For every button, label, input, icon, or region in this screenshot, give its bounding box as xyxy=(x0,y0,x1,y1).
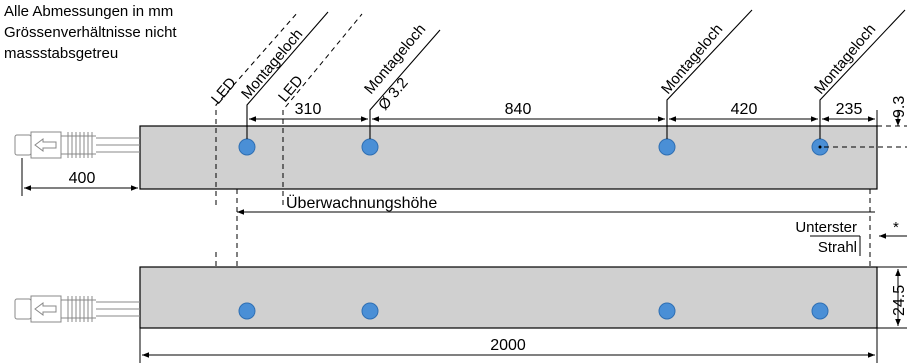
top-mounting-hole-2 xyxy=(361,138,379,156)
note-dimensions-unit: Alle Abmessungen in mm xyxy=(4,3,174,20)
dim-end-offset: 235 xyxy=(836,101,863,118)
top-mounting-hole-1 xyxy=(238,138,256,156)
note-scale-line-2: massstabsgetreu xyxy=(4,45,119,62)
callout-leaders xyxy=(246,9,906,139)
cable-offset-dimension xyxy=(21,158,138,196)
hole-spacing-dimension-lines xyxy=(249,110,878,126)
dim-total-length: 2000 xyxy=(490,337,526,354)
dim-profile-height: 24.5 xyxy=(891,285,907,316)
top-profile-housing xyxy=(139,125,878,190)
dim-hole-spacing-2: 840 xyxy=(505,101,532,118)
top-connector-icon xyxy=(14,131,140,159)
hole-height-dimension xyxy=(824,110,907,148)
profile-height-dimension xyxy=(877,266,907,329)
bottom-profile-housing xyxy=(139,266,878,329)
bottom-mounting-hole-1 xyxy=(238,302,256,320)
lowest-beam-label-2: Strahl xyxy=(818,239,857,256)
lowest-beam-marker xyxy=(810,233,907,256)
mounting-hole-label-4: Montageloch xyxy=(811,21,879,98)
bottom-mounting-hole-4 xyxy=(811,302,829,320)
dim-hole-spacing-1: 310 xyxy=(295,101,322,118)
led-leaders xyxy=(215,11,363,267)
lowest-beam-label-1: Unterster xyxy=(795,219,857,236)
led-label-1: LED xyxy=(208,74,240,107)
top-mounting-hole-3 xyxy=(658,138,676,156)
bottom-mounting-hole-2 xyxy=(361,302,379,320)
note-scale-line-1: Grössenverhältnisse nicht xyxy=(4,24,177,41)
total-length-dimension xyxy=(139,328,878,363)
monitoring-height-dimension xyxy=(236,189,875,267)
dim-cable-offset: 400 xyxy=(69,170,96,187)
dim-hole-height: 9.3 xyxy=(891,96,907,118)
monitoring-height-label: Überwachnungshöhe xyxy=(286,194,437,212)
mounting-hole-label-3: Montageloch xyxy=(658,21,726,98)
bottom-mounting-hole-3 xyxy=(658,302,676,320)
asterisk-mark: * xyxy=(893,219,899,236)
dim-hole-spacing-3: 420 xyxy=(731,101,758,118)
bottom-connector-icon xyxy=(14,295,140,323)
